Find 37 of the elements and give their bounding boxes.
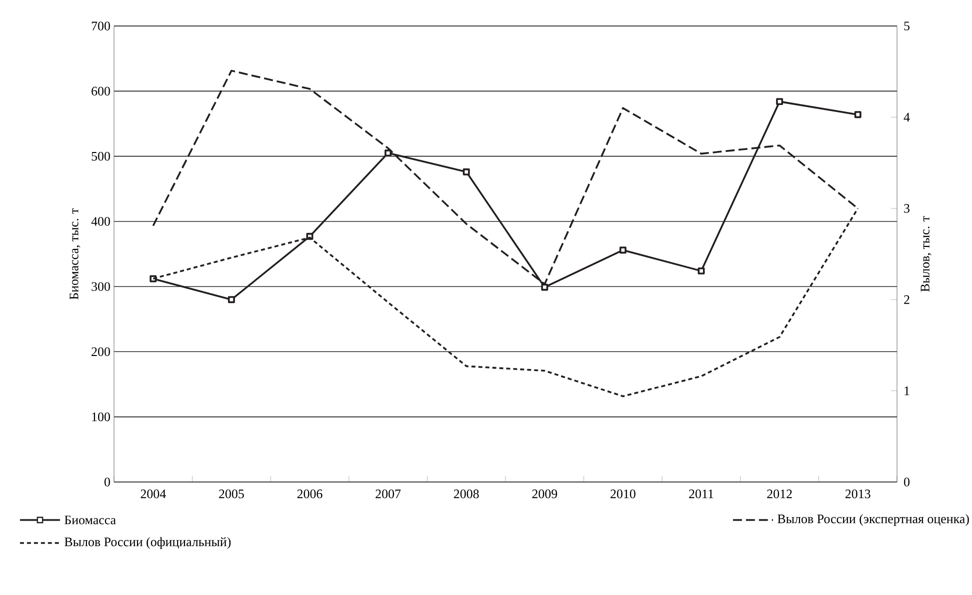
point (384, 150, 392, 157)
y2-tick-label: 4 (904, 112, 910, 122)
point (462, 168, 470, 176)
x-tick-label: 2005 (219, 490, 244, 498)
x-tick-label: 2013 (845, 490, 870, 498)
y2-tick-label: 0 (904, 478, 910, 486)
x-tick-label: 2012 (767, 490, 792, 498)
y-tick-label: 500 (92, 152, 110, 161)
x-tick-label: 2004 (140, 490, 166, 498)
y2-tick-label: 1 (904, 386, 910, 396)
x-tick-label: 2006 (297, 490, 322, 498)
y2-tick-label: 3 (904, 204, 910, 213)
point (619, 246, 626, 254)
legend-label: Вылов России (официальный) (64, 537, 231, 549)
y-tick-label: 300 (92, 282, 110, 291)
x-tick-label: 2007 (376, 490, 401, 498)
point (698, 267, 705, 274)
point (541, 284, 548, 291)
y-tick-label: 600 (92, 86, 110, 96)
x-tick-label: 2009 (532, 490, 558, 498)
x-tick-label: 2011 (689, 490, 714, 498)
y-tick-label: 200 (92, 347, 110, 356)
y-tick-label: 100 (92, 412, 110, 422)
legend-label: Биомасса (64, 516, 116, 524)
y2-axis-title: Вылов, тыс. т (920, 216, 932, 292)
y-tick-label: 700 (92, 22, 110, 30)
x-tick-label: 2008 (454, 490, 479, 498)
y2-tick-label: 2 (904, 295, 910, 304)
point (776, 98, 784, 106)
y-tick-label: 0 (104, 478, 110, 486)
point (228, 296, 235, 304)
legend-label: Вылов России (экспертная оценка) (778, 514, 969, 526)
y-axis-title: Биомасса, тыс. т (70, 208, 80, 300)
point (854, 111, 862, 118)
y-tick-label: 400 (91, 217, 110, 226)
y2-tick-label: 5 (904, 22, 910, 30)
x-tick-label: 2010 (610, 490, 636, 498)
